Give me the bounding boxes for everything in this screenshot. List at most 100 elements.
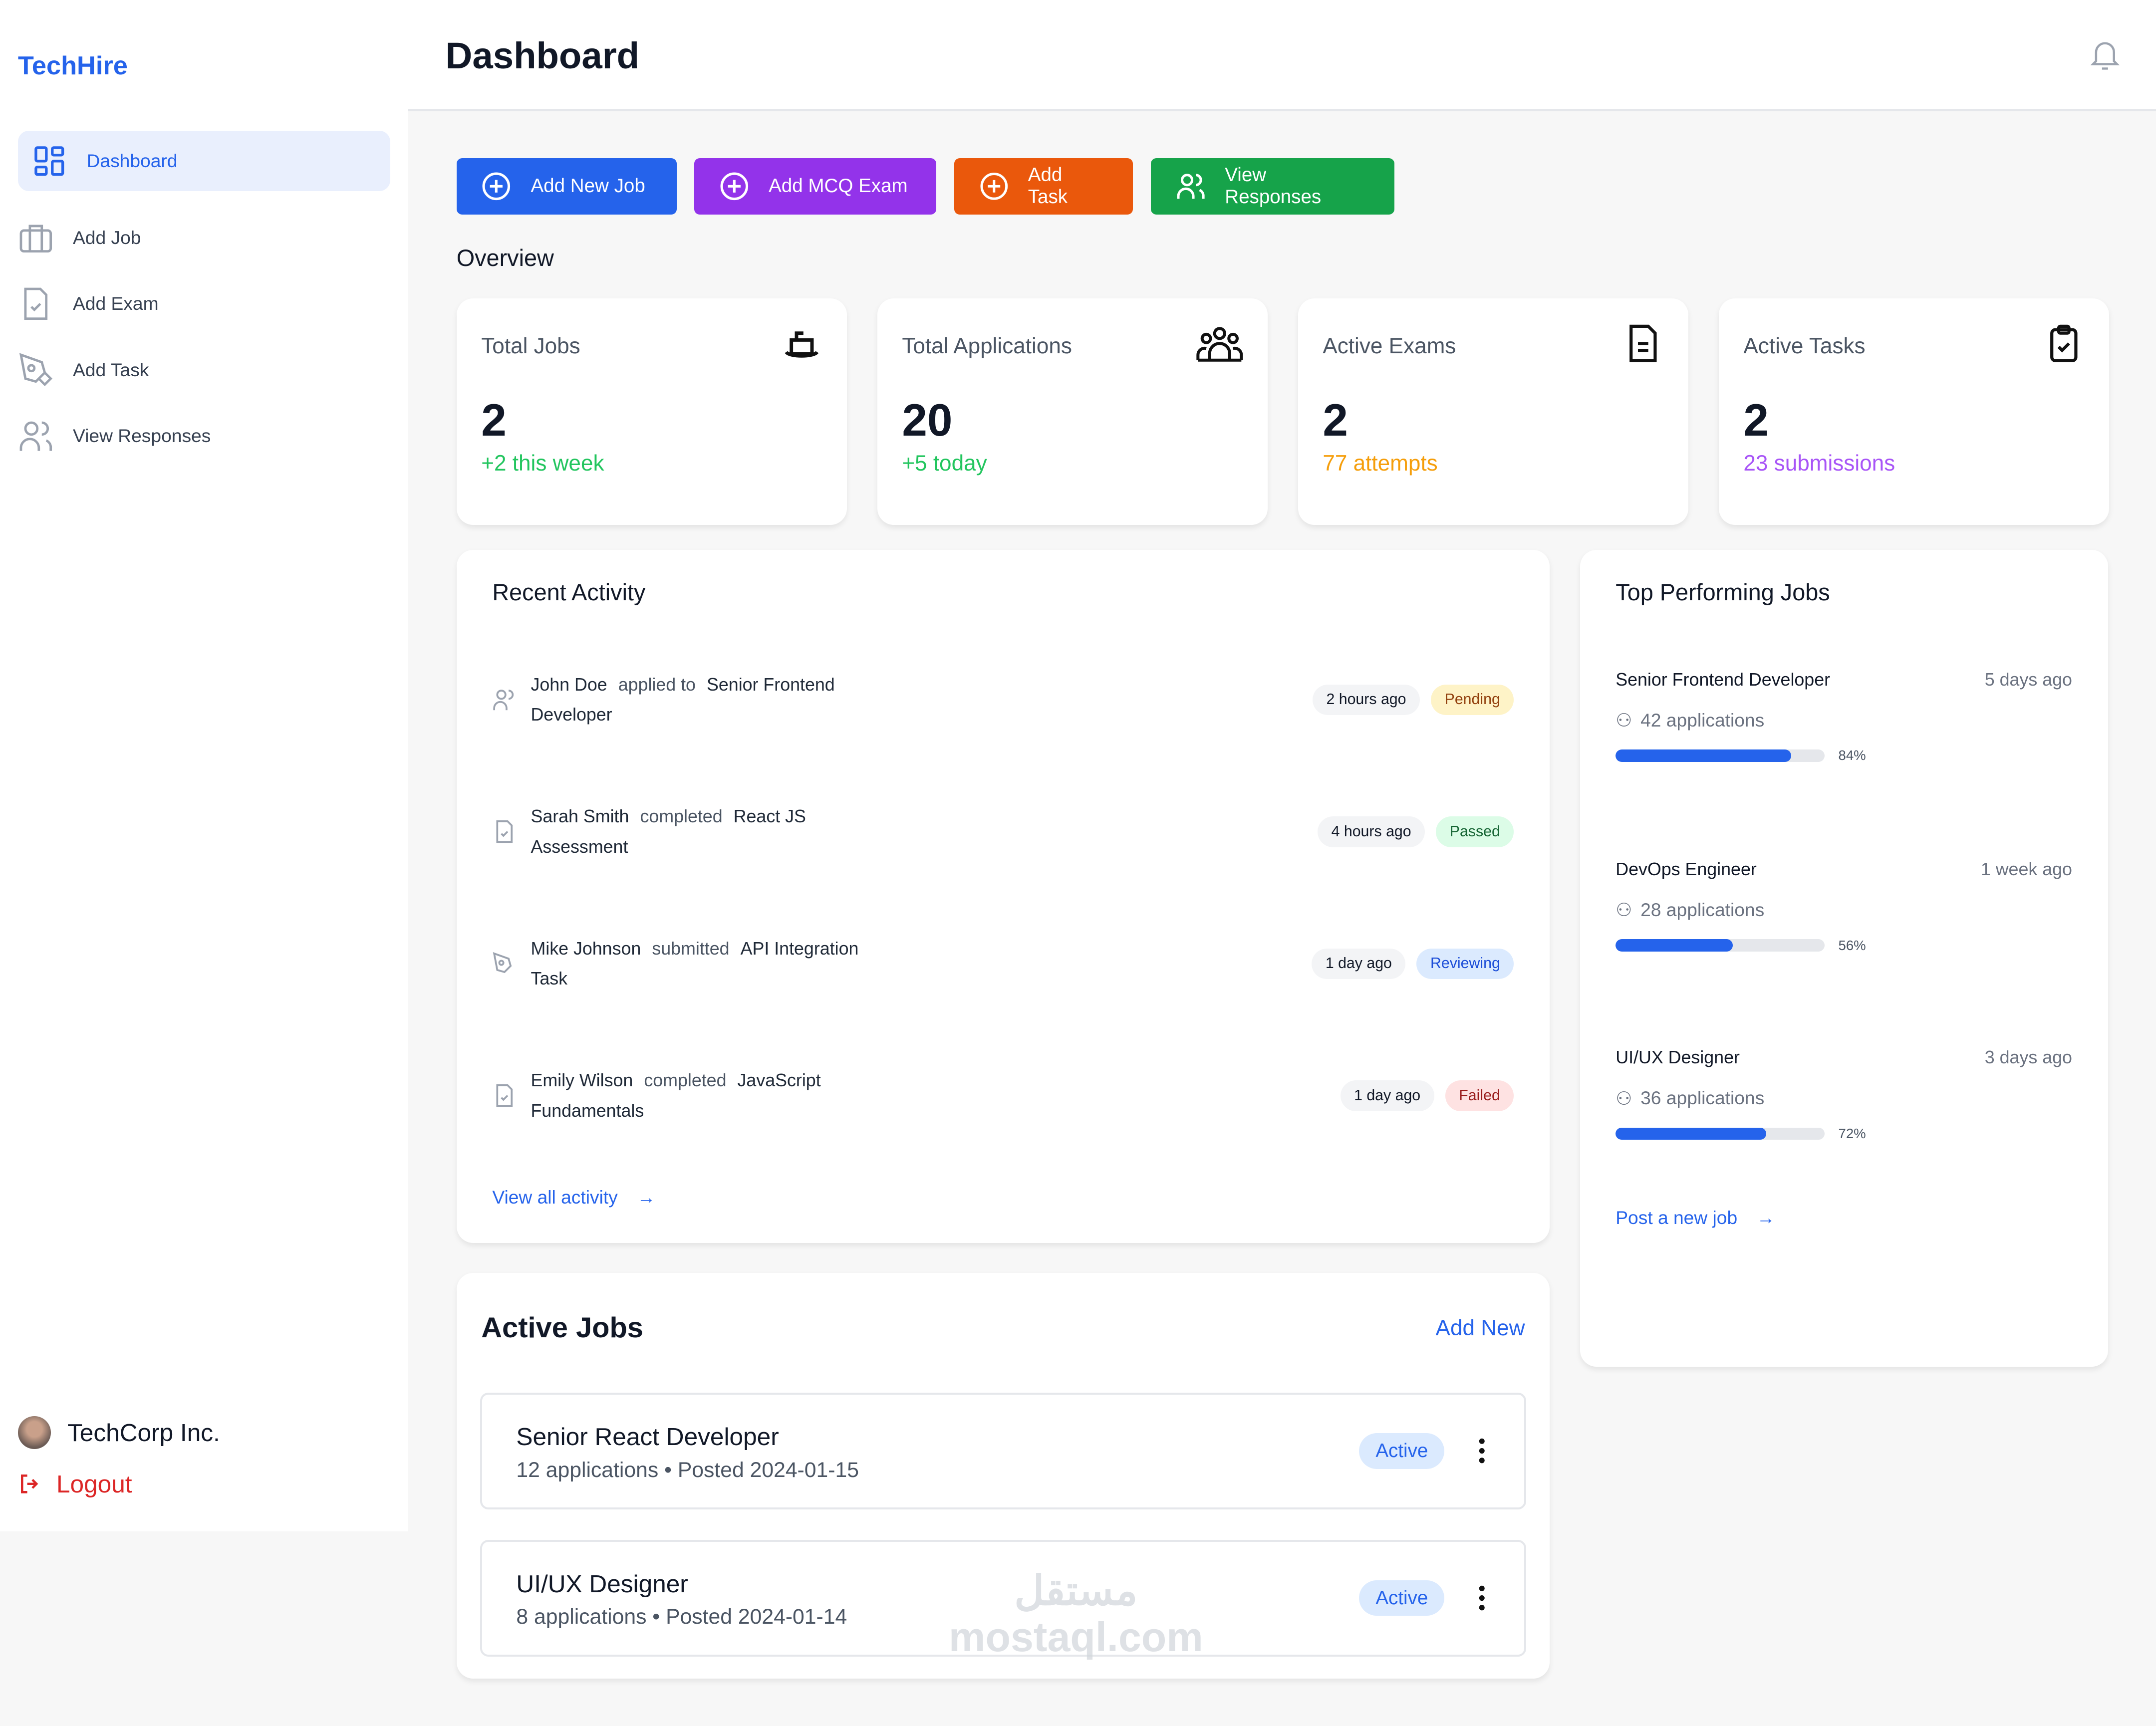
- briefcase-icon: [19, 225, 52, 252]
- more-vertical-icon[interactable]: [1478, 1584, 1486, 1612]
- add-mcq-exam-button[interactable]: Add MCQ Exam: [694, 158, 937, 215]
- bell-icon[interactable]: [2087, 36, 2123, 74]
- sidebar-item-label: Add Exam: [73, 293, 159, 314]
- card-title: Recent Activity: [492, 579, 646, 605]
- activity-target: API Integration Task: [531, 938, 859, 989]
- sidebar-item-label: Dashboard: [86, 150, 178, 171]
- add-task-button[interactable]: Add Task: [954, 158, 1133, 215]
- activity-item[interactable]: Mike Johnson submitted API Integration Tas…: [492, 929, 1514, 998]
- job-date: 3 days ago: [1984, 1047, 2072, 1068]
- users-icon: ⚇: [1616, 710, 1632, 731]
- activity-item[interactable]: Sarah Smith completed React JS Assessment …: [492, 797, 1514, 866]
- job-item[interactable]: UI/UX Designer 8 applications • Posted 2…: [480, 1539, 1527, 1657]
- watermark: مستقل mostaql.com: [949, 1567, 1203, 1661]
- watermark-text: mostaql.com: [949, 1614, 1203, 1661]
- stat-sub: 23 submissions: [1743, 451, 1895, 476]
- stat-card-total-applications: Total Applications 20 +5 today: [877, 298, 1268, 525]
- plus-circle-icon: [980, 172, 1008, 200]
- job-title: Senior React Developer: [516, 1423, 779, 1451]
- progress-bar: [1616, 939, 1825, 952]
- progress-fill: [1616, 1127, 1766, 1140]
- job-date: 1 week ago: [1980, 859, 2072, 879]
- pen-tool-icon: [493, 952, 512, 973]
- status-badge: Reviewing: [1416, 948, 1514, 980]
- stat-value: 2: [1743, 395, 1769, 446]
- job-meta: 12 applications • Posted 2024-01-15: [516, 1458, 859, 1482]
- activity-name: Sarah Smith: [531, 806, 629, 827]
- time-badge: 1 day ago: [1340, 1080, 1434, 1111]
- button-label: View Responses: [1225, 164, 1322, 208]
- pen-tool-icon: [19, 353, 52, 387]
- users-icon: ⚇: [1616, 899, 1632, 921]
- status-badge: Pending: [1431, 684, 1514, 716]
- file-check-icon: [24, 287, 47, 320]
- active-jobs-card: Active Jobs Add New Senior React Develop…: [456, 1273, 1550, 1679]
- post-new-job-link[interactable]: Post a new job →: [1616, 1207, 1775, 1229]
- app-logo[interactable]: TechHire: [17, 51, 128, 80]
- job-title: DevOps Engineer: [1616, 859, 1757, 879]
- activity-item[interactable]: Emily Wilson completed JavaScript Fundamen…: [492, 1061, 1514, 1130]
- file-check-icon: [496, 1084, 513, 1107]
- applications-count: 28 applications: [1640, 899, 1765, 920]
- top-job-item[interactable]: Senior Frontend Developer 5 days ago ⚇ 42 …: [1616, 670, 2072, 764]
- clipboard-check-icon: [2050, 325, 2078, 363]
- logout-button[interactable]: Logout: [18, 1470, 132, 1498]
- activity-verb: completed: [644, 1070, 727, 1091]
- overview-heading: Overview: [456, 245, 554, 271]
- stat-card-active-tasks: Active Tasks 2 23 submissions: [1718, 298, 2110, 525]
- applications-count: 42 applications: [1640, 709, 1765, 731]
- stat-card-active-exams: Active Exams 2 77 attempts: [1298, 298, 1689, 525]
- status-badge: Passed: [1436, 816, 1514, 847]
- plus-circle-icon: [720, 172, 748, 201]
- add-new-job-link[interactable]: Add New: [1435, 1315, 1525, 1340]
- progress-label: 84%: [1838, 747, 1866, 763]
- top-job-item[interactable]: DevOps Engineer 1 week ago ⚇ 28 applicatio…: [1616, 859, 2072, 954]
- activity-name: Mike Johnson: [531, 938, 641, 959]
- activity-target: Senior Frontend Developer: [531, 674, 835, 725]
- sidebar-item-dashboard[interactable]: Dashboard: [17, 130, 391, 191]
- more-vertical-icon[interactable]: [1478, 1437, 1486, 1465]
- stat-sub: +5 today: [902, 451, 987, 476]
- add-new-job-button[interactable]: Add New Job: [456, 158, 677, 215]
- time-badge: 2 hours ago: [1312, 684, 1420, 716]
- job-date: 5 days ago: [1984, 669, 2072, 690]
- page-title: Dashboard: [445, 34, 640, 76]
- top-job-item[interactable]: UI/UX Designer 3 days ago ⚇ 36 application…: [1616, 1047, 2072, 1142]
- sidebar-nav: Dashboard Add Job Add Exam Add Task View…: [17, 130, 391, 472]
- stat-label: Active Exams: [1323, 334, 1456, 359]
- time-badge: 1 day ago: [1312, 948, 1406, 980]
- user-icon: [493, 689, 514, 710]
- sidebar-item-add-task[interactable]: Add Task: [18, 339, 391, 400]
- stat-value: 2: [481, 395, 507, 446]
- status-badge: Active: [1359, 1580, 1445, 1616]
- sidebar-item-add-exam[interactable]: Add Exam: [18, 273, 391, 334]
- progress-label: 56%: [1838, 937, 1866, 953]
- view-all-activity-link[interactable]: View all activity →: [492, 1187, 655, 1208]
- sidebar-item-view-responses[interactable]: View Responses: [18, 406, 391, 466]
- progress-fill: [1616, 749, 1791, 762]
- header: Dashboard: [408, 0, 2156, 112]
- job-item[interactable]: Senior React Developer 12 applications •…: [480, 1392, 1527, 1510]
- progress-bar: [1616, 749, 1825, 762]
- job-meta: 8 applications • Posted 2024-01-14: [516, 1605, 847, 1629]
- card-title: Top Performing Jobs: [1616, 579, 1830, 605]
- button-label: Add MCQ Exam: [769, 175, 908, 197]
- arrow-right-icon: →: [637, 1186, 656, 1208]
- stat-label: Active Tasks: [1743, 334, 1866, 359]
- stat-label: Total Jobs: [481, 334, 580, 359]
- activity-target: JavaScript Fundamentals: [531, 1070, 821, 1121]
- sidebar-item-add-job[interactable]: Add Job: [18, 208, 391, 268]
- stat-card-total-jobs: Total Jobs 2 +2 this week: [456, 298, 847, 525]
- sidebar-item-label: Add Job: [73, 227, 141, 248]
- logout-icon: [20, 1475, 38, 1493]
- card-title: Active Jobs: [481, 1312, 643, 1344]
- progress-label: 72%: [1838, 1125, 1866, 1141]
- view-responses-button[interactable]: View Responses: [1150, 158, 1394, 215]
- activity-item[interactable]: John Doe applied to Senior Frontend Develo…: [492, 665, 1514, 734]
- company-profile[interactable]: TechCorp Inc.: [17, 1416, 220, 1449]
- link-label: Post a new job: [1616, 1207, 1738, 1228]
- activity-target: React JS Assessment: [531, 806, 806, 857]
- quick-actions: Add New Job Add MCQ Exam Add Task View R…: [456, 158, 1394, 215]
- activity-verb: submitted: [652, 938, 730, 959]
- stat-value: 2: [1323, 395, 1348, 446]
